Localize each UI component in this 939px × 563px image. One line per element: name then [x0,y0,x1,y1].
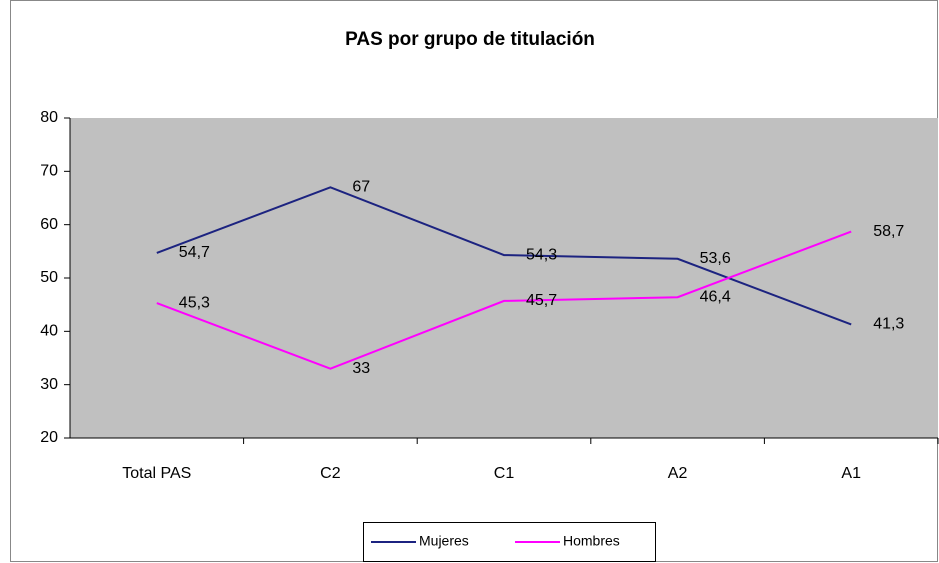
data-label: 45,7 [526,292,557,309]
y-tick-label: 80 [40,109,58,126]
legend-label: Mujeres [419,533,469,549]
series-line [156,186,852,326]
data-label: 54,3 [526,246,557,263]
series-line [156,230,852,370]
x-tick-label: A1 [841,465,861,482]
y-tick-label: 50 [40,269,58,286]
x-tick-label: C1 [494,465,515,482]
y-tick-label: 20 [40,429,58,446]
plot-area [70,118,938,438]
x-tick-label: Total PAS [122,465,191,482]
data-label: 53,6 [700,250,731,267]
data-label: 67 [352,179,370,196]
y-tick-label: 40 [40,323,58,340]
chart-title: PAS por grupo de titulación [345,29,595,50]
x-tick-label: A2 [668,465,688,482]
data-label: 58,7 [873,223,904,240]
y-tick-label: 70 [40,163,58,180]
data-label: 41,3 [873,316,904,333]
legend-label: Hombres [563,533,620,549]
x-tick-label: C2 [320,465,341,482]
y-tick-label: 60 [40,216,58,233]
data-label: 46,4 [700,288,731,305]
y-tick-label: 30 [40,376,58,393]
data-label: 54,7 [179,244,210,261]
data-label: 33 [352,360,370,377]
data-label: 45,3 [179,294,210,311]
